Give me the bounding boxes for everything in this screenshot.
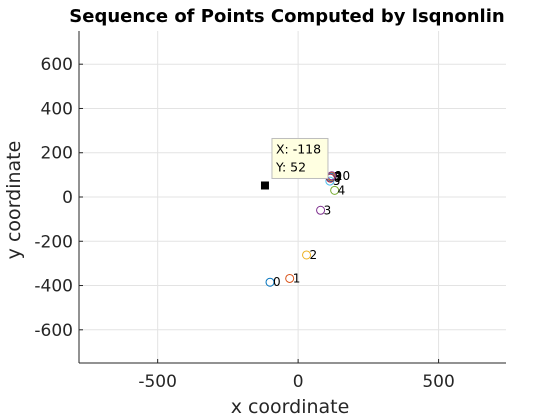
y-tick-label: 0 (62, 188, 73, 208)
x-tick-label: -500 (138, 372, 177, 392)
data-point-marker[interactable] (302, 250, 312, 260)
data-point-label: 5 (333, 174, 341, 188)
data-point-label: 7 (334, 170, 342, 184)
chart-title: Sequence of Points Computed by lsqnonlin (69, 6, 504, 27)
data-point-marker[interactable] (285, 273, 295, 283)
data-point-label: 10 (335, 169, 350, 183)
data-point-marker[interactable] (265, 277, 275, 287)
x-tick-label: 0 (293, 372, 304, 392)
grid (79, 31, 506, 363)
data-point-label: 8 (334, 169, 342, 183)
data-point-label: 1 (293, 271, 301, 285)
highlighted-point-marker[interactable] (260, 181, 269, 190)
highlight-layer (260, 181, 269, 190)
y-tick-label: 600 (41, 55, 73, 75)
data-point-marker[interactable] (316, 205, 326, 215)
y-tick-label: -200 (34, 232, 73, 252)
y-tick-label: -400 (34, 277, 73, 297)
data-point-label: 9 (335, 169, 343, 183)
data-point-label: 3 (324, 203, 332, 217)
datatip-box (271, 137, 329, 179)
datatip-y-text: Y: 52 (275, 159, 306, 174)
ticks: -500 0 500 600 400 200 0 -200 -400 -600 (34, 55, 454, 392)
data-point-label: 4 (338, 183, 346, 197)
x-axis-label: x coordinate (231, 396, 350, 418)
y-tick-label: -600 (34, 321, 73, 341)
x-tick-label: 500 (422, 372, 454, 392)
datatip-x-text: X: -118 (276, 141, 321, 156)
y-axis-label: y coordinate (3, 141, 25, 260)
data-point-label: 6 (333, 171, 341, 185)
data-point-marker[interactable] (330, 185, 340, 195)
y-tick-label: 400 (41, 99, 73, 119)
data-point-label: 0 (273, 275, 281, 289)
data-point-label: 2 (310, 248, 318, 262)
datatip[interactable]: X: -118 Y: 52 (271, 137, 329, 179)
y-tick-label: 200 (41, 144, 73, 164)
